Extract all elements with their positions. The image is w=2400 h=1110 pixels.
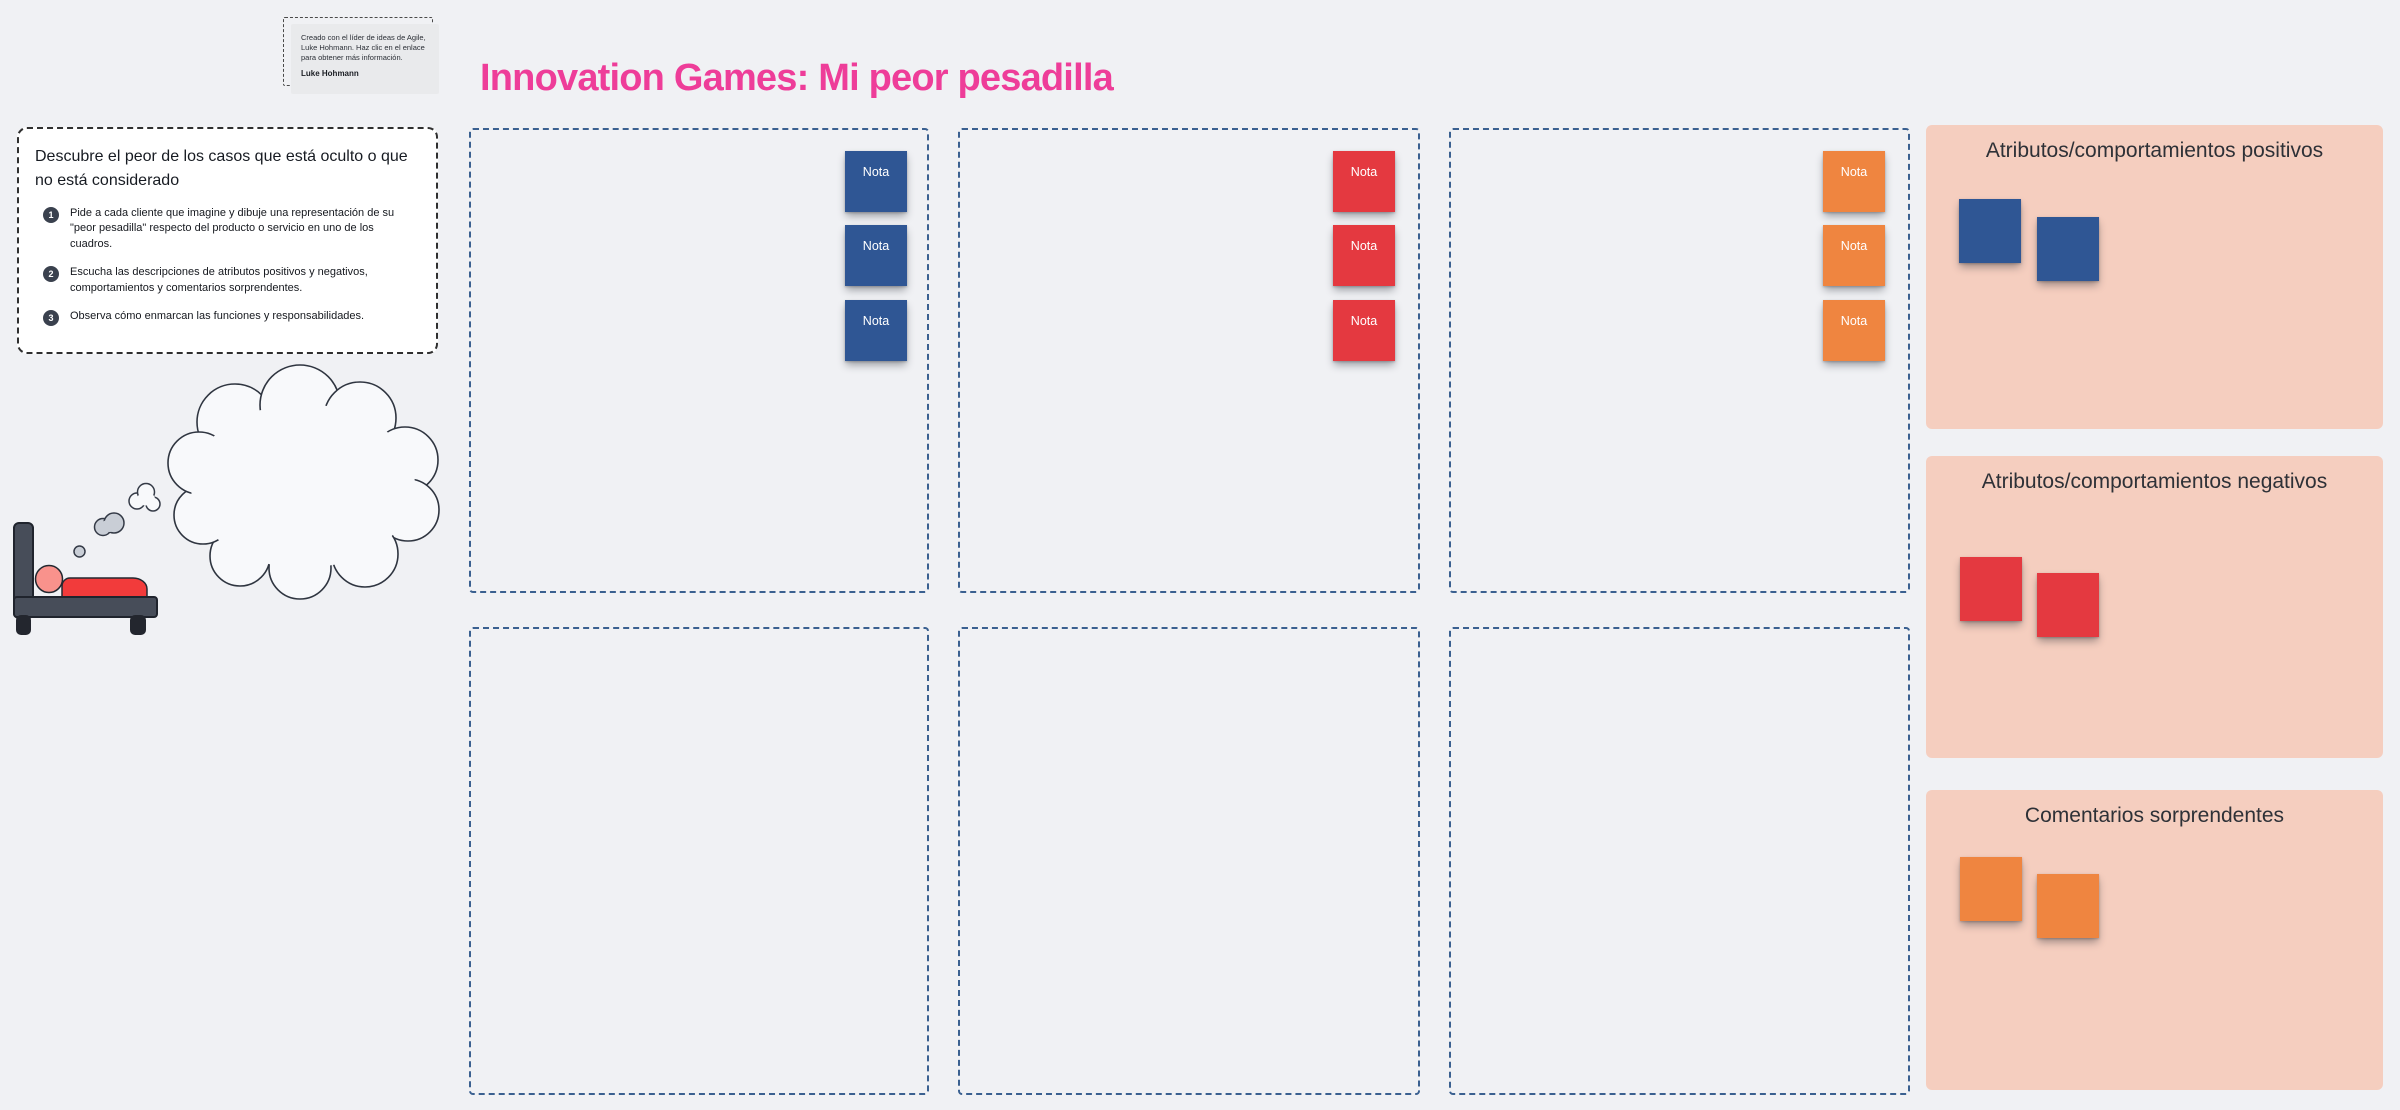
sticky-note-label: Nota [862,165,890,179]
sticky-note-label: Nota [862,314,890,328]
sticky-note-label: Nota [862,239,890,253]
board-title[interactable]: Innovation Games: Mi peor pesadilla [480,57,1114,99]
instruction-step-3: 3 Observa cómo enmarcan las funciones y … [35,309,418,326]
drawing-box-5[interactable] [958,627,1420,1095]
sticky-note-label: Nota [1350,165,1378,179]
sticky-note-red-3[interactable]: Nota [1333,300,1395,361]
blank-note-orange-2[interactable] [2037,874,2099,938]
drawing-box-4[interactable] [469,627,929,1095]
sticky-note-orange-2[interactable]: Nota [1823,225,1885,286]
drawing-box-1[interactable] [469,128,929,593]
attribution-card[interactable]: Creado con el líder de ideas de Agile, L… [291,24,439,94]
instructions-panel[interactable]: Descubre el peor de los casos que está o… [17,127,438,354]
sticky-note-blue-3[interactable]: Nota [845,300,907,361]
sticky-note-blue-2[interactable]: Nota [845,225,907,286]
blank-note-red-2[interactable] [2037,573,2099,637]
panel-positive-title: Atributos/comportamientos positivos [1985,139,2324,162]
sticky-note-label: Nota [1840,165,1868,179]
panel-positive-attributes[interactable]: Atributos/comportamientos positivos [1926,125,2383,429]
bed-foot-left [16,615,31,635]
step-1-number-badge: 1 [43,207,59,223]
panel-surprising-comments[interactable]: Comentarios sorprendentes [1926,790,2383,1090]
nightmare-illustration[interactable] [0,360,460,650]
blanket [61,577,148,601]
attribution-author: Luke Hohmann [301,69,359,79]
step-3-number-badge: 3 [43,309,59,326]
sticky-note-orange-3[interactable]: Nota [1823,300,1885,361]
step-2-number-badge: 2 [43,266,59,283]
drawing-box-3[interactable] [1449,128,1910,593]
bed-illustration [13,522,158,635]
panel-negative-title: Atributos/comportamientos negativos [1981,470,2328,493]
blank-note-red-1[interactable] [1960,557,2022,621]
drawing-box-6[interactable] [1449,627,1910,1095]
instruction-step-1: 1 Pide a cada cliente que imagine y dibu… [35,206,418,252]
sticky-note-blue-1[interactable]: Nota [845,151,907,212]
drawing-box-2[interactable] [958,128,1420,593]
instruction-step-2: 2 Escucha las descripciones de atributos… [35,265,418,296]
sticky-note-red-1[interactable]: Nota [1333,151,1395,212]
sticky-note-label: Nota [1350,314,1378,328]
blank-note-blue-1[interactable] [1959,199,2021,263]
blank-note-blue-2[interactable] [2037,217,2099,281]
sticky-note-label: Nota [1840,239,1868,253]
panel-surprising-title: Comentarios sorprendentes [2024,804,2285,827]
sticky-note-label: Nota [1350,239,1378,253]
blank-note-orange-1[interactable] [1960,857,2022,921]
step-2-text: Escucha las descripciones de atributos p… [70,266,368,294]
bubble-trail [73,482,161,558]
instructions-heading: Descubre el peor de los casos que está o… [35,148,408,189]
sticky-note-red-2[interactable]: Nota [1333,225,1395,286]
step-1-text: Pide a cada cliente que imagine y dibuje… [70,207,395,250]
sticky-note-orange-1[interactable]: Nota [1823,151,1885,212]
thought-cloud-fill [191,404,415,568]
step-3-text: Observa cómo enmarcan las funciones y re… [70,309,365,322]
bed-foot-right [130,615,146,635]
sleeper-head [34,564,64,594]
attribution-text: Creado con el líder de ideas de Agile, L… [301,33,426,63]
sticky-note-label: Nota [1840,314,1868,328]
